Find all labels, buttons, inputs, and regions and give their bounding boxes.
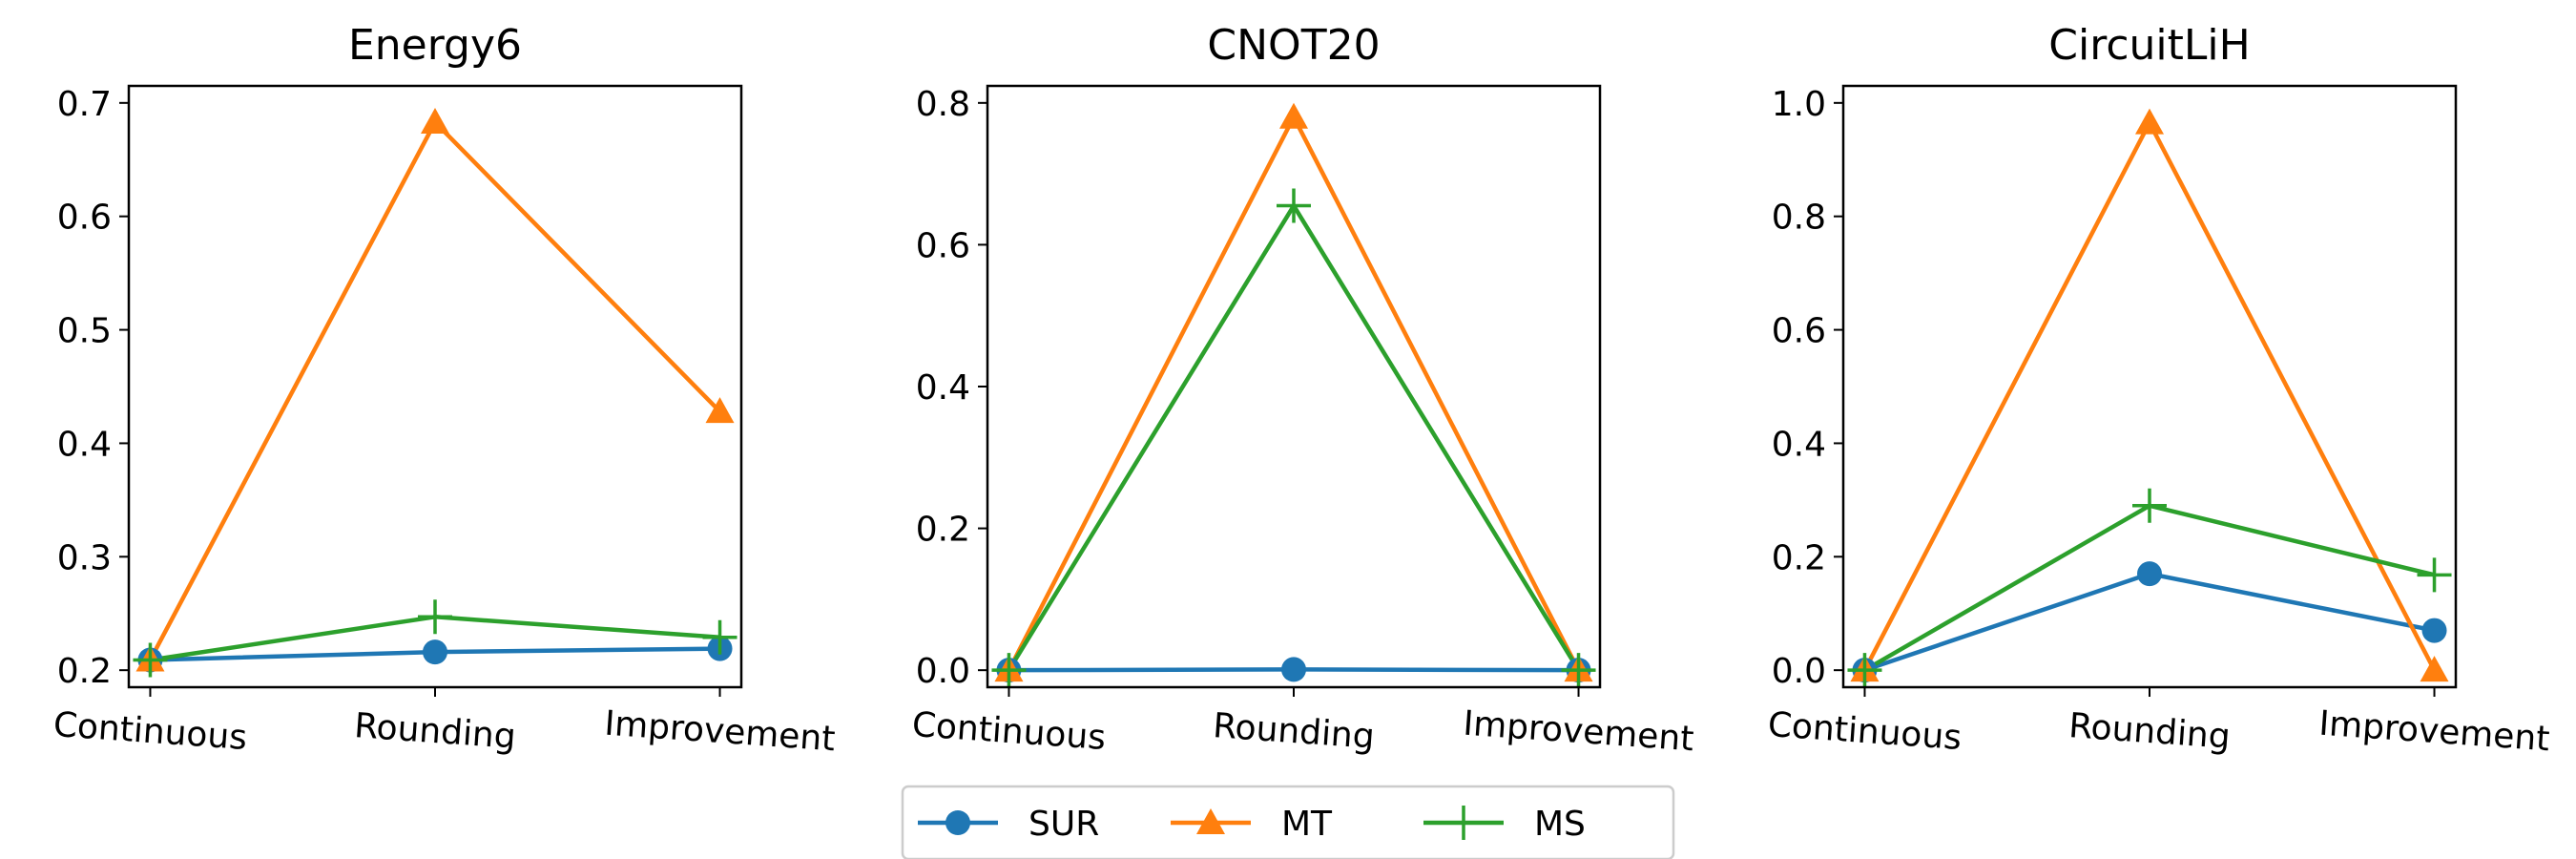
- data-point-mt: [421, 108, 449, 135]
- data-point-mt: [2135, 108, 2164, 135]
- chart-title: CircuitLiH: [2048, 21, 2250, 70]
- panel-2: CircuitLiH 0.0 0.2 0.4 0.6 0.8 1.0 Continuous Ro…: [1767, 21, 2551, 759]
- axes-frame: [1841, 84, 2458, 689]
- x-tick-label: Rounding: [2067, 706, 2232, 757]
- data-point-ms: [702, 619, 737, 655]
- y-tick-label: 0.2: [1772, 538, 1826, 577]
- data-point-ms: [2132, 488, 2167, 523]
- y-tick-label: 1.0: [1772, 85, 1826, 124]
- panel-1: CNOT20 0.0 0.2 0.4 0.6 0.8 Continuous Rounding I…: [911, 21, 1695, 759]
- y-tick-label: 0.5: [57, 312, 112, 351]
- data-point-ms: [991, 653, 1027, 688]
- series-line-mt: [148, 119, 722, 661]
- x-tick-label: Improvement: [1462, 704, 1694, 760]
- y-tick-label: 0.6: [57, 199, 112, 238]
- axes-frame: [127, 84, 743, 689]
- x-tick-label: Improvement: [2317, 704, 2550, 760]
- data-point-mt: [705, 397, 735, 424]
- y-tick-label: 0.2: [916, 511, 970, 550]
- y-tick-label: 0.6: [916, 226, 970, 265]
- x-tick-label: Improvement: [603, 704, 836, 760]
- legend-marker-sur: [945, 810, 970, 835]
- y-tick-label: 0.0: [916, 652, 970, 691]
- legend-marker-mt: [1196, 808, 1225, 834]
- x-tick-label: Rounding: [1212, 706, 1376, 757]
- x-tick-label: Continuous: [52, 705, 249, 758]
- data-point-sur: [2137, 561, 2162, 587]
- y-tick-label: 0.8: [1772, 199, 1826, 238]
- y-tick-label: 0.0: [1772, 652, 1826, 691]
- data-point-sur: [423, 639, 447, 665]
- legend-box: [901, 785, 1675, 859]
- series-line-mt: [1862, 120, 2437, 672]
- y-tick-label: 0.3: [57, 538, 112, 577]
- y-tick-label: 0.7: [57, 85, 112, 124]
- series-line-ms: [1863, 503, 2436, 673]
- series-line-ms: [1007, 203, 1581, 672]
- legend: SUR MT MS: [901, 785, 1675, 859]
- x-tick-label: Continuous: [911, 705, 1108, 758]
- data-point-sur: [1281, 657, 1306, 682]
- data-point-ms: [418, 599, 452, 635]
- y-tick-label: 0.4: [916, 368, 970, 408]
- y-tick-label: 0.4: [57, 425, 112, 464]
- y-tick-label: 0.4: [1772, 425, 1826, 464]
- axes-frame: [986, 84, 1602, 689]
- chart-title: Energy6: [348, 21, 522, 70]
- y-tick-label: 0.2: [57, 652, 112, 691]
- data-point-ms: [1277, 188, 1311, 223]
- legend-label: SUR: [1028, 805, 1099, 844]
- panel-0: Energy6 0.2 0.3 0.4 0.5 0.6 0.7 Continuous Round…: [52, 21, 837, 759]
- x-tick-label: Continuous: [1767, 705, 1963, 758]
- legend-label: MS: [1534, 805, 1586, 844]
- data-point-ms: [133, 642, 168, 678]
- y-tick-label: 0.8: [916, 85, 970, 124]
- chart-title: CNOT20: [1207, 21, 1380, 70]
- data-point-ms: [1847, 653, 1882, 688]
- data-point-mt: [1279, 102, 1308, 129]
- data-point-mt: [2420, 656, 2449, 682]
- legend-marker-ms: [1446, 806, 1481, 840]
- y-tick-label: 0.6: [1772, 312, 1826, 351]
- data-point-ms: [2417, 557, 2452, 593]
- data-point-ms: [1561, 653, 1596, 688]
- data-point-sur: [2421, 618, 2447, 643]
- legend-label: MT: [1281, 805, 1333, 844]
- x-tick-label: Rounding: [353, 706, 517, 757]
